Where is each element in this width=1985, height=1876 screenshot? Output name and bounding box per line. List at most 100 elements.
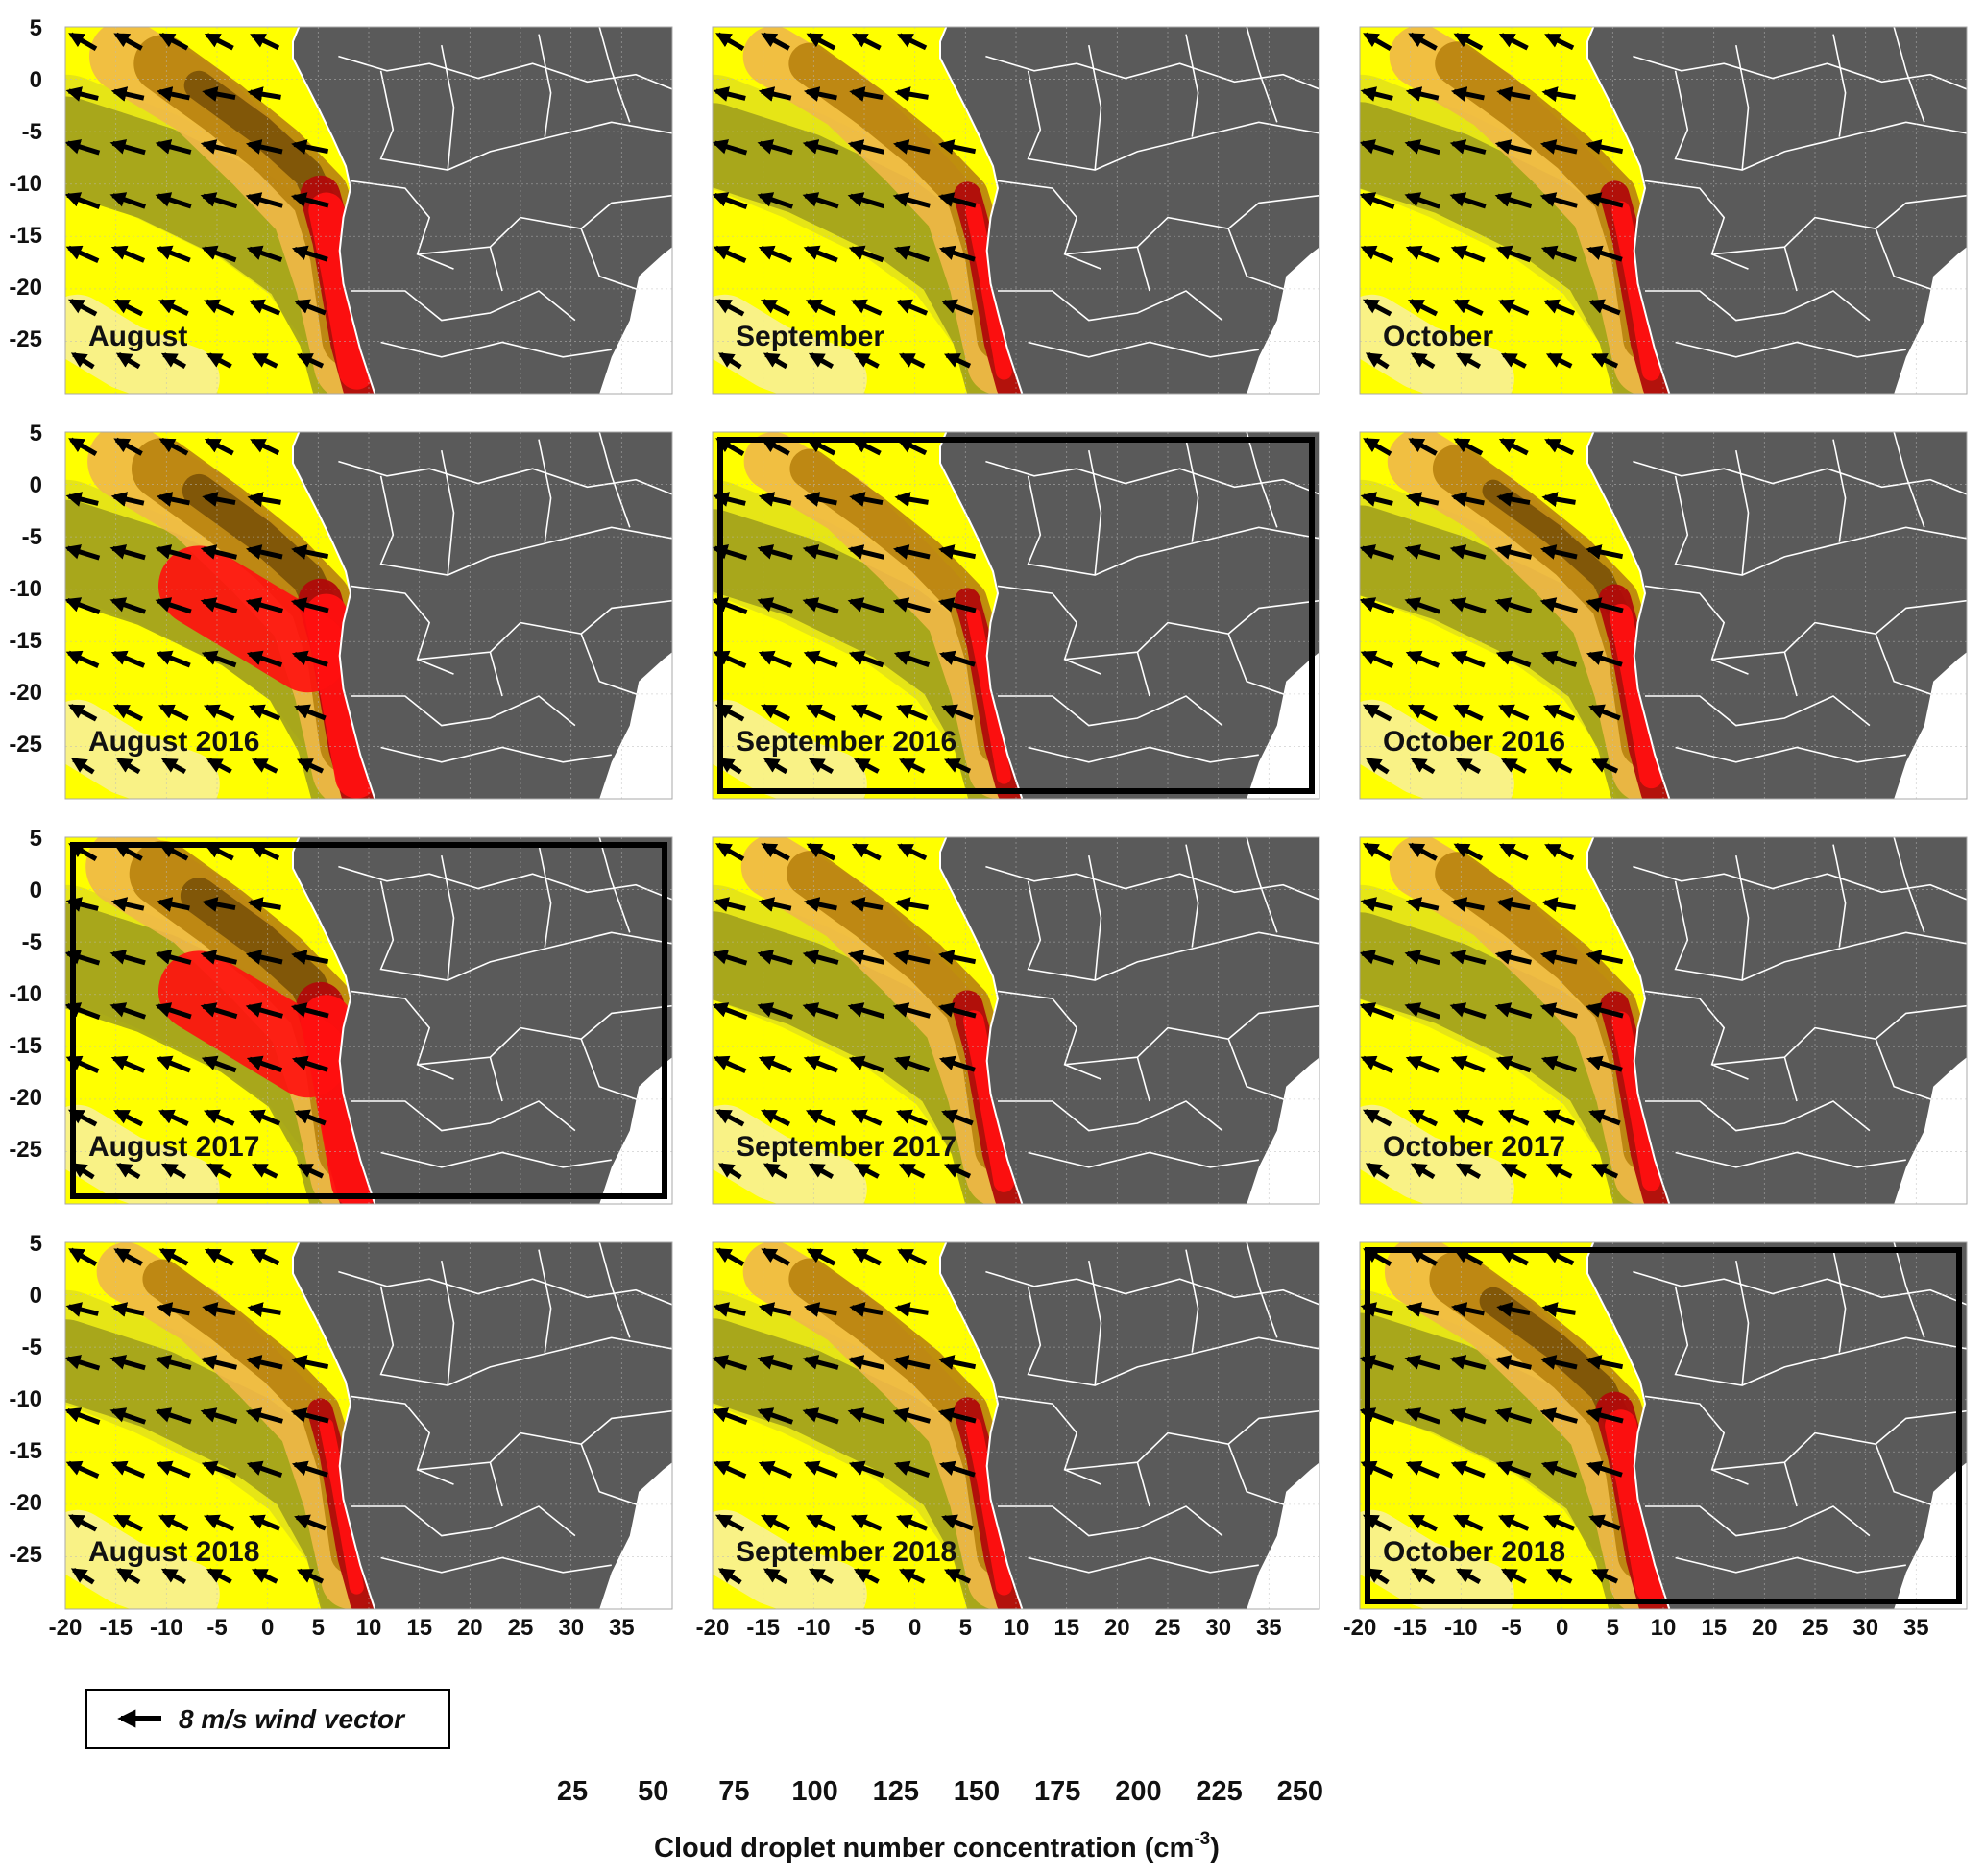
cdnc-band	[158, 950, 349, 1098]
wind-arrow	[1408, 437, 1438, 456]
country-border	[998, 290, 1223, 322]
cdnc-band	[966, 608, 1011, 784]
longitude-tick-label: -15	[99, 1615, 133, 1641]
wind-arrow	[849, 86, 884, 102]
wind-arrow	[943, 1163, 972, 1179]
land-area	[940, 837, 1319, 1204]
country-border	[1644, 1395, 1749, 1485]
wind-arrow	[1455, 1568, 1482, 1584]
wind-arrow	[713, 897, 746, 912]
wind-arrow	[893, 1460, 931, 1478]
country-border	[1875, 1038, 1967, 1102]
wind-arrow	[1404, 544, 1440, 561]
wind-arrow	[1410, 1163, 1436, 1180]
panel-frame	[64, 26, 673, 395]
country-border	[1027, 475, 1319, 576]
country-border	[380, 1556, 612, 1574]
map-panel: August	[64, 26, 673, 395]
country-border	[998, 1505, 1223, 1537]
wind-arrow	[291, 1460, 328, 1478]
wind-arrow	[758, 86, 792, 102]
wind-arrow	[806, 32, 836, 51]
panel-frame	[712, 836, 1320, 1205]
wind-arrow	[1362, 299, 1392, 317]
wind-arrow	[156, 897, 190, 912]
indian-ocean	[1247, 1462, 1319, 1609]
country-border	[1645, 695, 1871, 727]
wind-arrow	[1590, 1568, 1619, 1584]
wind-arrow	[803, 1055, 838, 1073]
wind-arrow	[1495, 245, 1532, 263]
wind-arrow	[1590, 758, 1619, 774]
wind-arrow	[1450, 492, 1485, 507]
wind-arrow	[1590, 1163, 1619, 1179]
wind-arrow	[802, 597, 839, 614]
wind-arrow	[158, 1247, 189, 1266]
wind-arrow	[758, 897, 792, 912]
wind-arrow	[1545, 1568, 1573, 1584]
wind-arrow	[847, 192, 885, 209]
wind-arrow	[1494, 192, 1533, 209]
wind-arrow	[717, 351, 742, 370]
country-border	[1674, 1286, 1967, 1386]
wind-arrow	[158, 299, 189, 316]
wind-arrow	[714, 299, 745, 317]
wind-arrow	[758, 650, 793, 668]
country-border	[580, 1038, 672, 1102]
wind-arrow	[65, 544, 101, 561]
wind-arrow	[1544, 438, 1575, 456]
map-content	[1360, 1242, 1967, 1609]
wind-arrow	[160, 1568, 187, 1584]
country-border	[1875, 1443, 1967, 1507]
wind-arrow	[1410, 352, 1436, 370]
wind-arrow	[893, 245, 931, 262]
country-border	[1735, 449, 1750, 576]
wind-arrow	[1588, 1514, 1621, 1531]
longitude-tick-label: -5	[206, 1615, 227, 1641]
country-border	[350, 180, 454, 270]
country-border	[1185, 34, 1199, 137]
country-border	[1185, 1249, 1199, 1353]
wind-arrow	[757, 597, 794, 614]
indian-ocean	[1247, 247, 1319, 394]
country-border	[1088, 44, 1102, 171]
wind-arrow	[898, 1163, 926, 1179]
latitude-tick-label: -10	[9, 576, 42, 602]
country-border	[1027, 1286, 1319, 1386]
wind-arrow	[1363, 32, 1392, 51]
map-panels: August September October August 2016 Septemb…	[64, 26, 1968, 1610]
longitude-tick-label: 0	[908, 1615, 921, 1641]
wind-arrow	[803, 245, 838, 263]
country-border	[1783, 1461, 1798, 1507]
country-border	[1246, 837, 1278, 933]
country-border	[1832, 439, 1847, 542]
highlight-box	[70, 842, 667, 1199]
wind-arrow	[1410, 758, 1436, 775]
wind-arrow	[160, 1163, 187, 1179]
wind-arrow	[802, 1002, 839, 1020]
wind-arrow	[894, 492, 929, 508]
latitude-tick-label: -10	[9, 171, 42, 197]
wind-arrow	[853, 352, 880, 369]
map-panel: September 2017	[712, 836, 1320, 1205]
wind-arrow	[938, 1055, 976, 1072]
wind-arrow	[246, 1460, 283, 1478]
longitude-tick-label: 35	[1903, 1615, 1929, 1641]
wind-arrow	[294, 704, 327, 721]
wind-arrow	[65, 650, 100, 668]
wind-arrow	[1453, 299, 1484, 316]
wind-arrow	[848, 245, 884, 263]
wind-arrow	[1585, 192, 1624, 208]
wind-arrow	[763, 1568, 788, 1585]
wind-arrow	[155, 544, 192, 560]
country-border	[441, 854, 455, 981]
country-border	[1875, 228, 1967, 292]
wind-arrow	[803, 650, 838, 668]
indian-ocean	[1247, 652, 1319, 799]
wind-arrow	[1585, 1407, 1624, 1424]
country-border	[1674, 70, 1967, 171]
country-border	[985, 460, 1319, 495]
panel-label: October 2017	[1383, 1131, 1565, 1163]
longitude-tick-label: 10	[356, 1615, 382, 1641]
country-border	[1644, 180, 1749, 270]
